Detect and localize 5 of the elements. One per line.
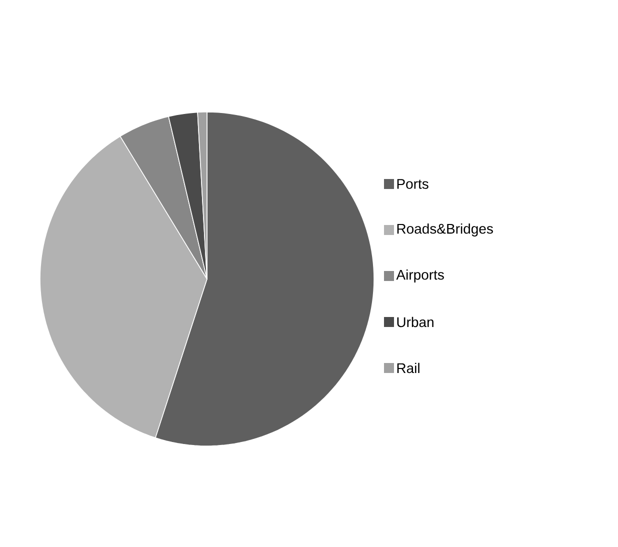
legend-label: Roads&Bridges xyxy=(397,223,493,237)
legend-label: Rail xyxy=(397,362,420,374)
legend-label: Urban xyxy=(397,316,434,328)
legend-label: Ports xyxy=(397,179,428,189)
legend-label: Airports xyxy=(396,269,444,283)
